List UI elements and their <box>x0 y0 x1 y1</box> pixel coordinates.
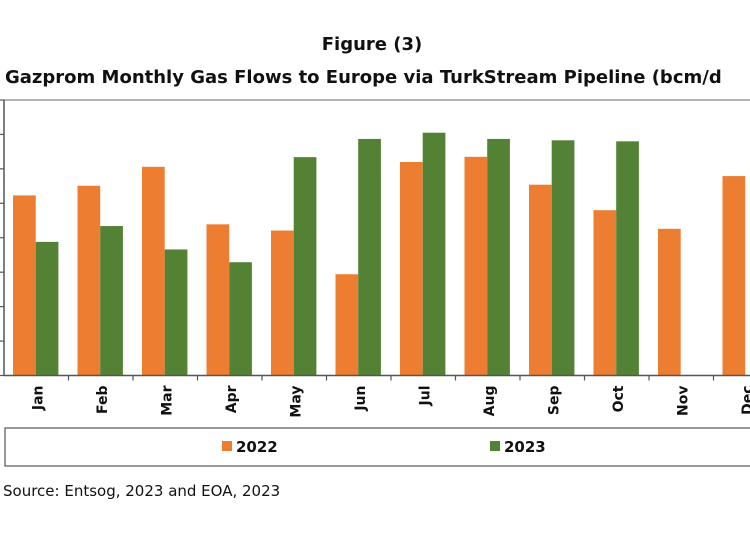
bar-2022-may <box>271 230 294 376</box>
bar-2023-oct <box>616 141 639 376</box>
x-tick-label-feb: Feb <box>95 386 111 415</box>
bar-2023-apr <box>229 262 252 376</box>
bar-2023-jan <box>35 241 59 376</box>
bar-2022-mar <box>142 166 165 376</box>
bar-2022-aug <box>464 156 488 376</box>
legend-box <box>4 427 750 467</box>
chart-subtitle: Gazprom Monthly Gas Flows to Europe via … <box>5 67 722 88</box>
x-tick-label-apr: Apr <box>224 385 240 413</box>
bar-2023-sep <box>551 140 575 376</box>
bar-2023-may <box>293 157 317 376</box>
bar-2023-aug <box>487 138 510 376</box>
bar-2022-jul <box>400 161 423 376</box>
x-tick-label-sep: Sep <box>546 386 562 416</box>
x-tick-label-jul: Jul <box>417 386 433 407</box>
bar-2022-sep <box>529 184 552 376</box>
x-tick-label-dec: Dec <box>740 386 750 415</box>
x-tick-label-mar: Mar <box>159 385 175 415</box>
x-tick-label-may: May <box>288 386 304 418</box>
chart-title: Figure (3) <box>321 34 423 55</box>
bar-2023-jun <box>358 138 381 376</box>
bar-2022-apr <box>206 224 230 376</box>
x-tick-label-nov: Nov <box>675 386 691 416</box>
x-tick-label-aug: Aug <box>482 386 498 417</box>
bar-2023-feb <box>100 226 123 376</box>
x-tick-label-jan: Jan <box>30 386 46 412</box>
x-tick-label-jun: Jun <box>353 386 369 412</box>
legend-label-2023: 2023 <box>504 438 546 456</box>
bar-2022-jan <box>13 195 36 376</box>
bar-2022-feb <box>77 185 101 376</box>
bar-2022-nov <box>658 228 681 376</box>
bar-2022-jun <box>335 274 359 376</box>
bar-2023-jul <box>422 132 446 376</box>
legend-swatch-2022 <box>222 441 232 451</box>
x-tick-label-oct: Oct <box>611 385 627 412</box>
bar-2022-oct <box>593 210 617 376</box>
source-note: Source: Entsog, 2023 and EOA, 2023 <box>3 482 281 500</box>
bar-2022-dec <box>722 176 746 376</box>
legend-swatch-2023 <box>490 441 500 451</box>
legend-label-2022: 2022 <box>236 438 278 456</box>
bar-2023-mar <box>164 249 188 376</box>
